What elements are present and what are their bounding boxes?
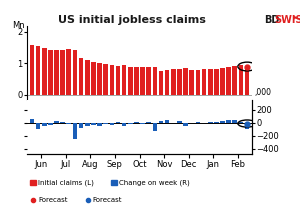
Bar bbox=[110, 65, 114, 95]
Bar bbox=[183, 68, 188, 95]
Bar bbox=[245, 123, 249, 129]
Bar bbox=[60, 122, 65, 123]
Bar bbox=[67, 123, 71, 124]
Bar bbox=[91, 123, 96, 125]
Bar bbox=[128, 123, 133, 124]
Bar bbox=[202, 69, 206, 95]
Bar bbox=[196, 70, 200, 95]
Bar bbox=[177, 121, 182, 123]
Bar bbox=[183, 123, 188, 126]
Bar bbox=[220, 68, 225, 95]
Bar bbox=[153, 67, 157, 95]
Bar bbox=[91, 62, 96, 95]
Bar bbox=[140, 67, 145, 95]
Bar bbox=[226, 120, 231, 123]
Bar bbox=[153, 123, 157, 131]
Bar bbox=[122, 123, 126, 126]
Bar bbox=[171, 69, 175, 95]
Legend: Initial claims (L), Change on week (R): Initial claims (L), Change on week (R) bbox=[28, 177, 192, 189]
Bar bbox=[122, 65, 126, 95]
Bar bbox=[238, 65, 243, 95]
Bar bbox=[238, 122, 243, 123]
Bar bbox=[116, 65, 120, 95]
Text: US initial jobless claims: US initial jobless claims bbox=[58, 15, 206, 25]
Bar bbox=[232, 120, 237, 123]
Bar bbox=[60, 50, 65, 95]
Bar bbox=[220, 121, 225, 123]
Bar bbox=[208, 69, 212, 95]
Bar bbox=[214, 69, 219, 95]
Bar bbox=[116, 122, 120, 123]
Bar bbox=[110, 123, 114, 125]
Bar bbox=[85, 60, 90, 95]
Bar bbox=[54, 121, 59, 123]
Bar bbox=[67, 49, 71, 95]
Bar bbox=[103, 64, 108, 95]
Bar bbox=[232, 66, 237, 95]
Bar bbox=[226, 67, 231, 95]
Bar bbox=[85, 123, 90, 126]
Bar bbox=[159, 71, 163, 95]
Bar bbox=[48, 123, 53, 125]
Bar bbox=[196, 122, 200, 123]
Text: BD: BD bbox=[264, 15, 279, 25]
Bar bbox=[30, 45, 34, 95]
Text: Mn: Mn bbox=[12, 21, 25, 30]
Bar bbox=[54, 50, 59, 95]
Text: SWISS: SWISS bbox=[274, 15, 300, 25]
Bar bbox=[36, 123, 40, 129]
Bar bbox=[134, 67, 139, 95]
Bar bbox=[245, 67, 249, 95]
Text: ►: ► bbox=[292, 14, 299, 21]
Bar bbox=[165, 70, 169, 95]
Bar bbox=[214, 122, 219, 123]
Bar bbox=[79, 123, 83, 128]
Bar bbox=[42, 48, 46, 95]
Bar bbox=[79, 58, 83, 95]
Bar bbox=[97, 123, 102, 126]
Bar bbox=[97, 63, 102, 95]
Bar bbox=[159, 121, 163, 123]
Bar bbox=[165, 120, 169, 123]
Bar bbox=[146, 67, 151, 95]
Bar bbox=[48, 50, 53, 95]
Bar bbox=[189, 70, 194, 95]
Text: ,000: ,000 bbox=[254, 88, 271, 97]
Bar bbox=[36, 46, 40, 95]
Bar bbox=[177, 69, 182, 95]
Legend: Forecast, Forecast: Forecast, Forecast bbox=[28, 195, 125, 206]
Bar bbox=[134, 122, 139, 123]
Bar bbox=[30, 119, 34, 123]
Bar bbox=[42, 123, 46, 126]
Bar bbox=[103, 123, 108, 124]
Bar bbox=[208, 122, 212, 123]
Bar bbox=[146, 122, 151, 123]
Bar bbox=[73, 123, 77, 139]
Bar bbox=[128, 67, 133, 95]
Bar bbox=[73, 50, 77, 95]
